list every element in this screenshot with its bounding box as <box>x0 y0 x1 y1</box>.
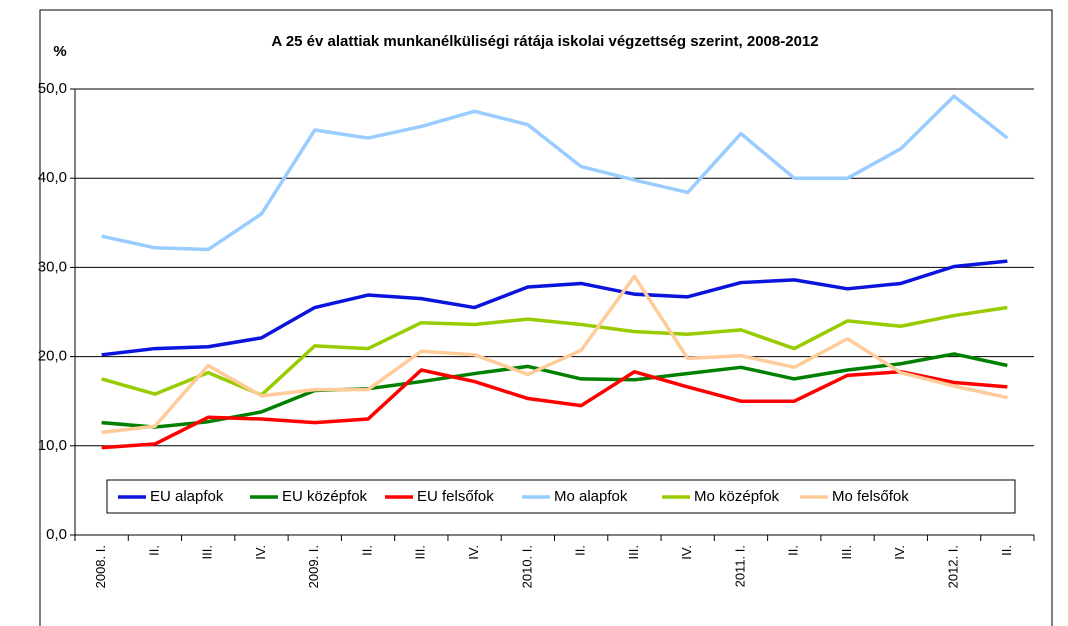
y-axis-label: % <box>53 43 66 60</box>
x-tick-label: IV. <box>892 545 907 560</box>
y-tick-label: 40,0 <box>38 169 67 186</box>
x-tick-label: II. <box>999 545 1014 556</box>
series-line <box>101 274 1008 435</box>
legend-label: EU alapfok <box>150 488 224 505</box>
series-line <box>101 368 1008 450</box>
x-tick-label: 2011. I. <box>732 545 747 587</box>
x-tick-label: II. <box>786 545 801 556</box>
legend-label: EU középfok <box>282 488 368 505</box>
legend-label: Mo alapfok <box>554 488 628 505</box>
series-line <box>101 259 1008 357</box>
y-tick-label: 0,0 <box>46 526 67 543</box>
x-tick-label: III. <box>626 545 641 559</box>
x-tick-label: 2009. I. <box>306 545 321 588</box>
x-tick-label: II. <box>573 545 588 556</box>
y-tick-label: 10,0 <box>38 437 67 454</box>
x-tick-label: III. <box>413 545 428 559</box>
x-tick-label: II. <box>146 545 161 556</box>
series-line <box>101 94 1009 252</box>
x-tick-label: IV. <box>253 545 268 560</box>
legend-label: EU felsőfok <box>417 488 494 505</box>
x-tick-label: IV. <box>679 545 694 560</box>
x-tick-label: 2012. I. <box>946 545 961 588</box>
y-tick-label: 20,0 <box>38 348 67 365</box>
x-tick-label: II. <box>359 545 374 556</box>
x-tick-label: IV. <box>466 545 481 560</box>
legend-label: Mo középfok <box>694 488 780 505</box>
x-tick-label: III. <box>839 545 854 559</box>
chart-frame <box>39 9 1053 626</box>
chart-title: A 25 év alattiak munkanélküliségi rátája… <box>271 33 818 50</box>
legend-label: Mo felsőfok <box>832 488 909 505</box>
x-tick-label: III. <box>200 545 215 559</box>
series-line <box>101 352 1008 429</box>
y-tick-label: 50,0 <box>38 80 67 97</box>
y-tick-label: 30,0 <box>38 258 67 275</box>
x-tick-label: 2010. I. <box>519 545 534 588</box>
x-tick-label: 2008. I. <box>93 545 108 588</box>
